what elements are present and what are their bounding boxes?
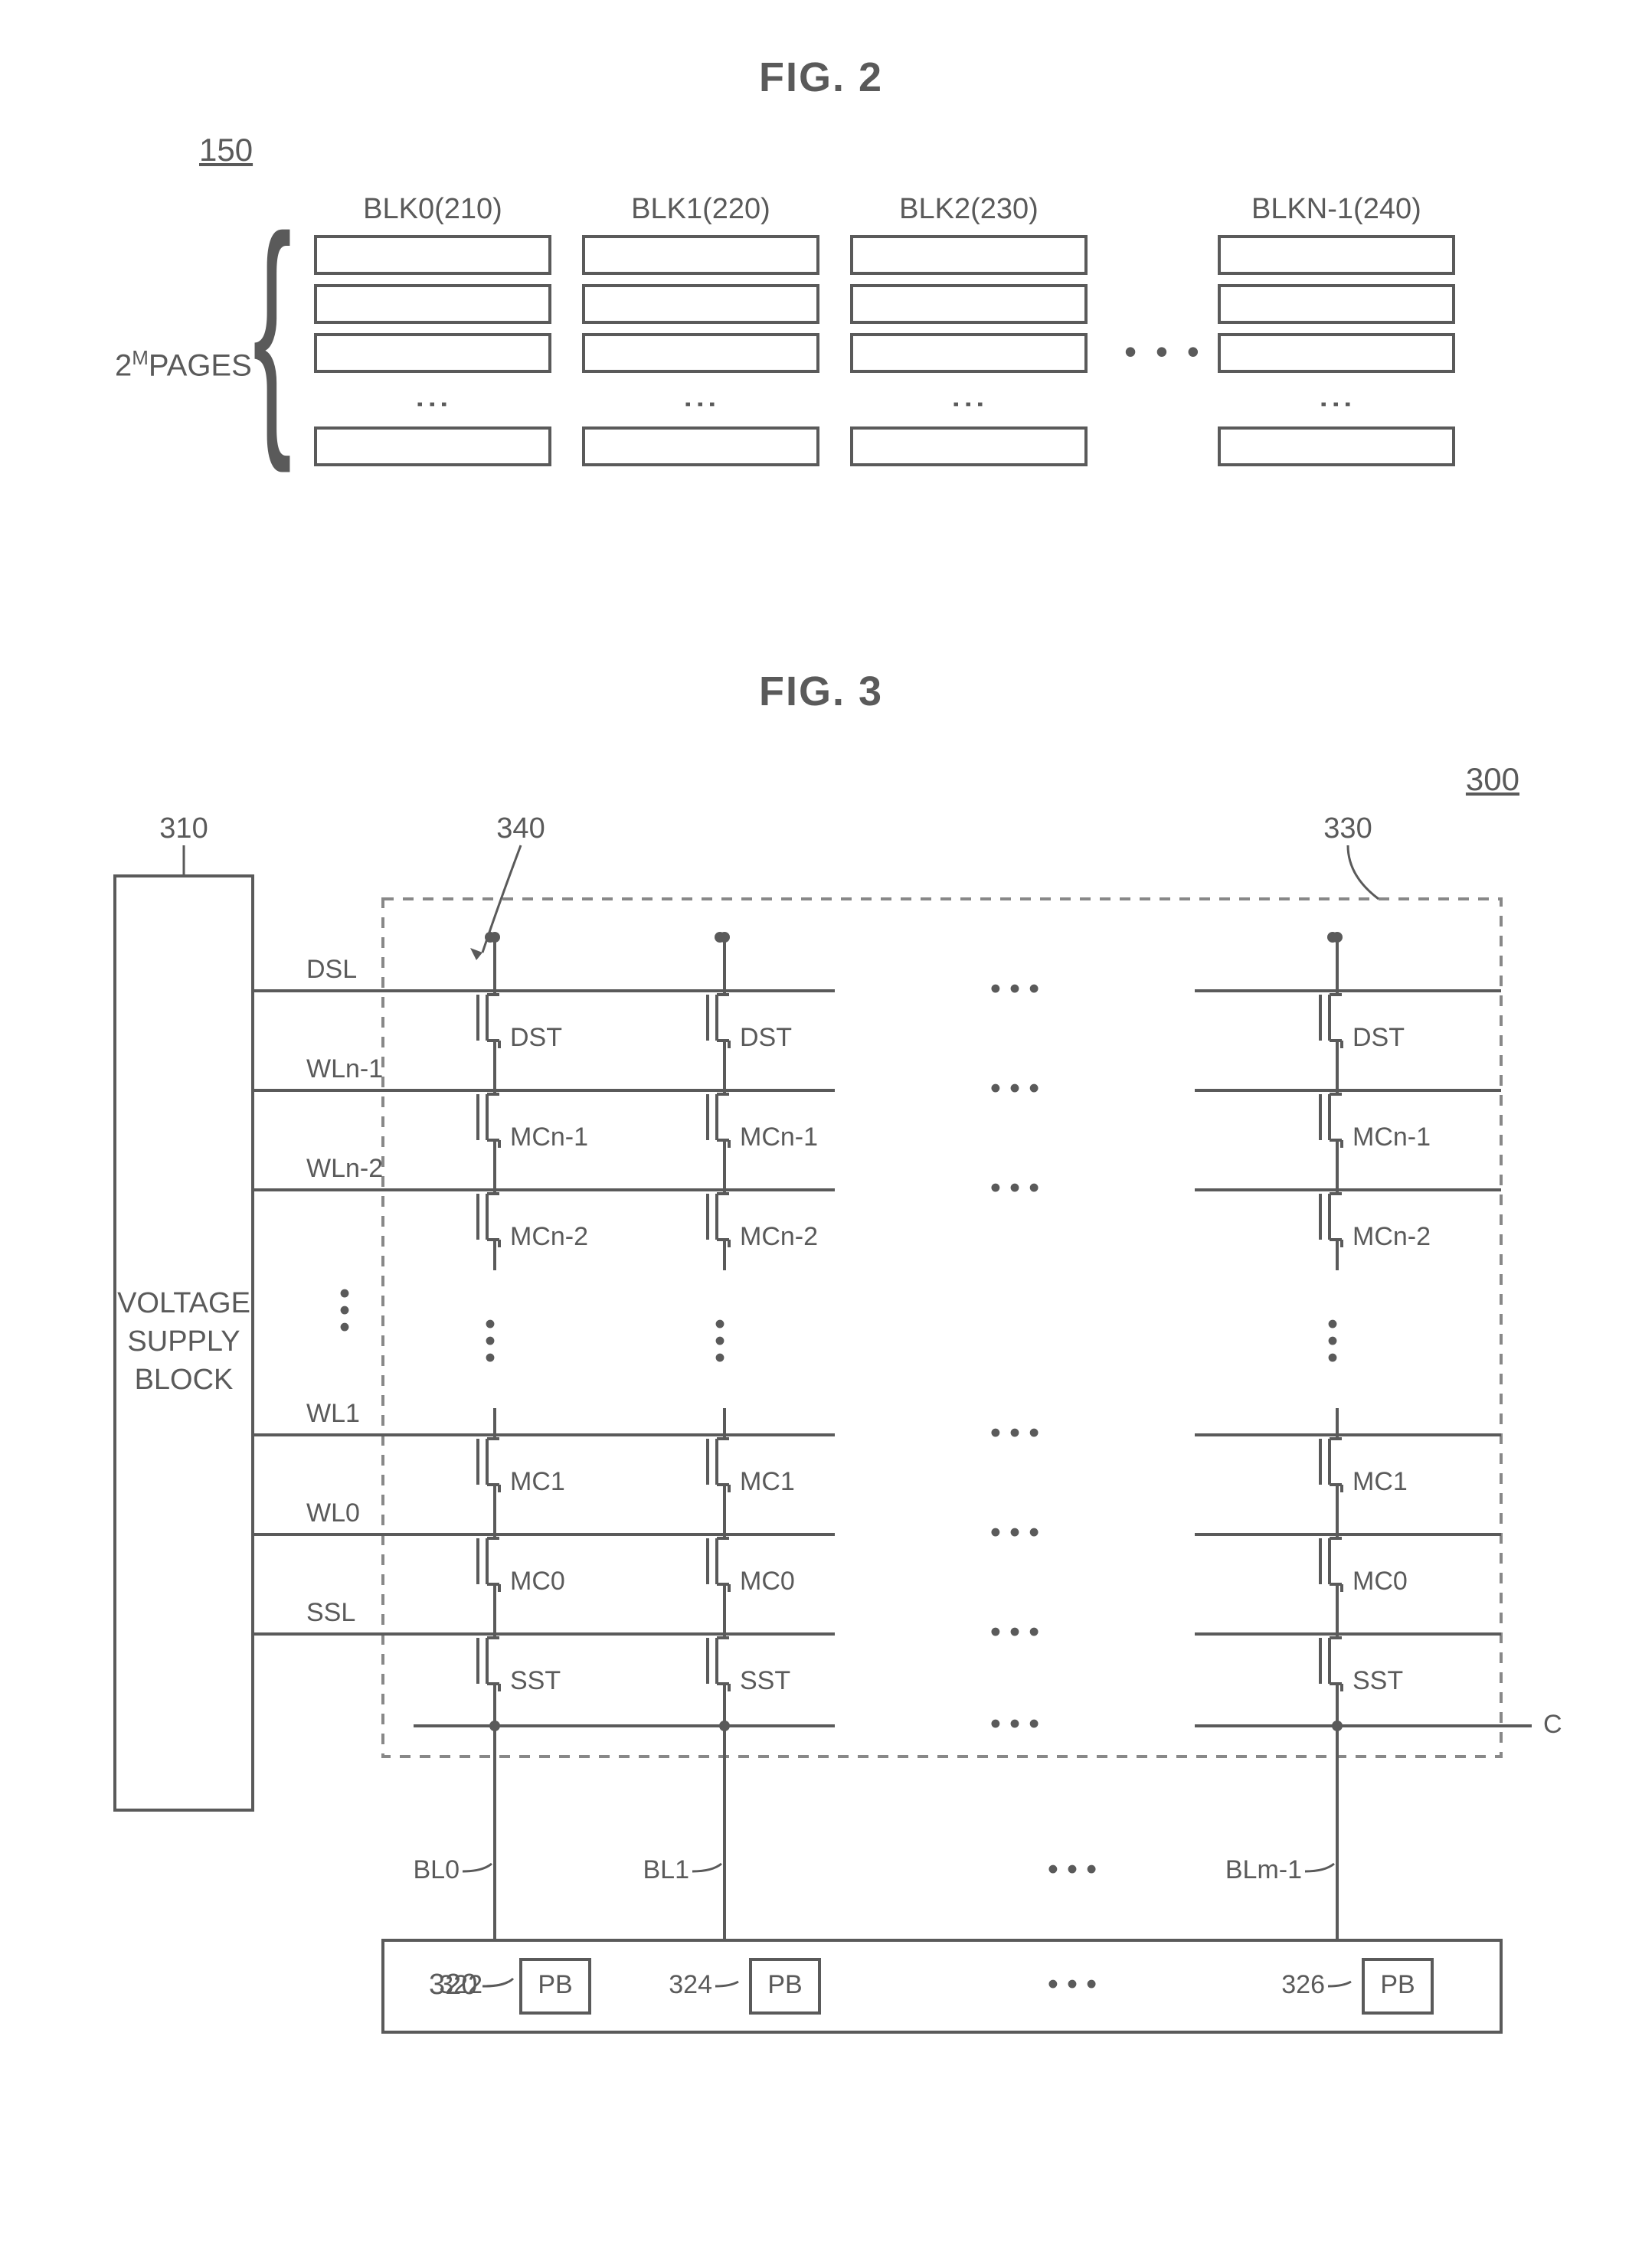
svg-text:MCn-1: MCn-1: [1353, 1123, 1431, 1152]
fig2-container: 150 2MPAGES { BLK0(210) ⋮ BLK1(220) ⋮: [31, 132, 1611, 622]
svg-text:• • •: • • •: [990, 1516, 1039, 1550]
page-rect: [850, 235, 1088, 275]
block-label: BLKN-1(240): [1251, 193, 1421, 226]
hdots-icon: • • •: [1124, 331, 1204, 372]
block-col-0: BLK0(210) ⋮: [314, 193, 551, 475]
svg-text:340: 340: [496, 812, 545, 845]
page-rect: [850, 333, 1088, 373]
page-rect: [850, 426, 1088, 466]
svg-text:MC0: MC0: [740, 1567, 795, 1596]
svg-text:PB: PB: [538, 1970, 572, 1999]
svg-text:VOLTAGE: VOLTAGE: [117, 1287, 250, 1319]
svg-text:WL1: WL1: [306, 1399, 360, 1428]
svg-text:SSL: SSL: [306, 1598, 355, 1627]
svg-text:326: 326: [1281, 1970, 1325, 1999]
page-rect: [850, 284, 1088, 324]
fig2-title: FIG. 2: [31, 54, 1611, 101]
pages-exp: M: [132, 346, 149, 369]
svg-text:•: •: [1327, 1342, 1338, 1375]
pages-suffix: PAGES: [149, 348, 252, 382]
svg-text:MC0: MC0: [510, 1567, 565, 1596]
svg-text:WLn-2: WLn-2: [306, 1154, 383, 1183]
fig2-pages-label: 2MPAGES: [115, 346, 252, 383]
svg-text:• • •: • • •: [1048, 1968, 1097, 2002]
page-rect: [582, 235, 819, 275]
page-rect: [1218, 426, 1455, 466]
block-col-n1: BLKN-1(240) ⋮: [1218, 193, 1455, 475]
svg-text:• • •: • • •: [990, 1616, 1039, 1649]
vdots-icon: ⋮: [1327, 387, 1345, 419]
svg-text:• • •: • • •: [1048, 1853, 1097, 1887]
svg-text:SST: SST: [1353, 1666, 1403, 1695]
svg-text:SST: SST: [740, 1666, 790, 1695]
svg-text:• • •: • • •: [990, 972, 1039, 1006]
block-label: BLK0(210): [363, 193, 502, 226]
vdots-icon: ⋮: [960, 387, 978, 419]
page-rect: [1218, 333, 1455, 373]
svg-text:324: 324: [669, 1970, 712, 1999]
svg-text:MCn-2: MCn-2: [1353, 1222, 1431, 1251]
svg-text:BL1: BL1: [643, 1855, 690, 1884]
vdots-icon: ⋮: [692, 387, 710, 419]
svg-text:310: 310: [159, 812, 208, 845]
vdots-icon: ⋮: [424, 387, 442, 419]
svg-text:PB: PB: [1380, 1970, 1415, 1999]
fig3-ref-300: 300: [1466, 761, 1519, 798]
svg-text:WLn-1: WLn-1: [306, 1054, 383, 1083]
page-rect: [314, 284, 551, 324]
page-rect: [314, 426, 551, 466]
svg-text:SST: SST: [510, 1666, 561, 1695]
svg-text:• • •: • • •: [990, 1417, 1039, 1450]
page-rect: [1218, 235, 1455, 275]
svg-text:•: •: [485, 1342, 496, 1375]
svg-text:CSL: CSL: [1543, 1710, 1562, 1739]
svg-text:BLOCK: BLOCK: [135, 1364, 234, 1396]
block-label: BLK2(230): [899, 193, 1039, 226]
page-rect: [582, 284, 819, 324]
svg-text:330: 330: [1323, 812, 1372, 845]
page-rect: [1218, 284, 1455, 324]
svg-text:MCn-2: MCn-2: [510, 1222, 588, 1251]
svg-text:MCn-1: MCn-1: [510, 1123, 588, 1152]
block-col-1: BLK1(220) ⋮: [582, 193, 819, 475]
svg-text:WL0: WL0: [306, 1498, 360, 1528]
svg-text:BLm-1: BLm-1: [1225, 1855, 1302, 1884]
svg-text:• • •: • • •: [990, 1072, 1039, 1106]
page-rect: [314, 235, 551, 275]
svg-text:MC1: MC1: [1353, 1467, 1408, 1496]
svg-text:MCn-1: MCn-1: [740, 1123, 818, 1152]
fig3-container: 300 310 VOLTAGE SUPPLY BLOCK 330 340 • • • DSL •…: [31, 761, 1611, 2078]
svg-text:•: •: [339, 1311, 350, 1345]
svg-text:• • •: • • •: [990, 1172, 1039, 1205]
fig2-blocks-row: BLK0(210) ⋮ BLK1(220) ⋮ BLK2(230): [314, 193, 1486, 475]
page-rect: [314, 333, 551, 373]
fig2-ref-150: 150: [199, 132, 253, 168]
svg-text:PB: PB: [767, 1970, 802, 1999]
svg-text:MC1: MC1: [510, 1467, 565, 1496]
svg-text:MC0: MC0: [1353, 1567, 1408, 1596]
svg-text:•: •: [715, 1342, 725, 1375]
svg-text:MCn-2: MCn-2: [740, 1222, 818, 1251]
svg-text:MC1: MC1: [740, 1467, 795, 1496]
svg-text:DST: DST: [1353, 1023, 1405, 1052]
block-label: BLK1(220): [631, 193, 770, 226]
pages-base: 2: [115, 348, 132, 382]
svg-text:• • •: • • •: [990, 1708, 1039, 1741]
fig3-circuit-svg: 310 VOLTAGE SUPPLY BLOCK 330 340 • • • DSL • • •…: [31, 761, 1562, 2078]
page-rect: [582, 426, 819, 466]
svg-text:322: 322: [439, 1970, 482, 1999]
svg-text:BL0: BL0: [414, 1855, 460, 1884]
svg-text:DST: DST: [740, 1023, 792, 1052]
fig3-title: FIG. 3: [31, 668, 1611, 715]
fig2-brace: {: [253, 231, 292, 426]
svg-text:SUPPLY: SUPPLY: [127, 1325, 240, 1358]
svg-text:DST: DST: [510, 1023, 562, 1052]
block-col-2: BLK2(230) ⋮: [850, 193, 1088, 475]
page-rect: [582, 333, 819, 373]
svg-text:DSL: DSL: [306, 955, 357, 984]
